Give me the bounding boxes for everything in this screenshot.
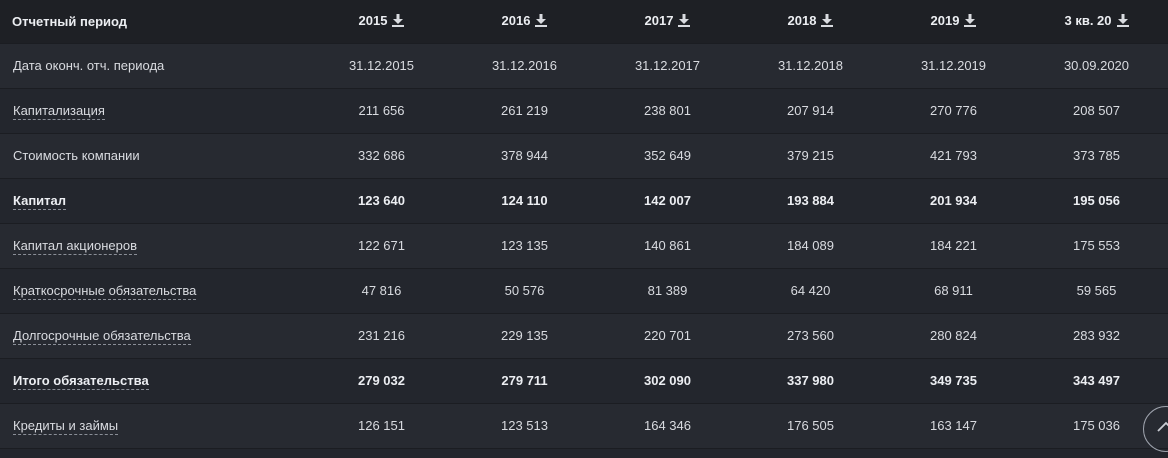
row-label[interactable]: Капитализация [0, 88, 310, 134]
table-cell: 343 497 [1025, 358, 1168, 404]
table-row: Капитализация 211 656 261 219 238 801 207 91… [0, 88, 1168, 134]
table-cell: 31.12.2017 [596, 43, 739, 89]
table-cell: 270 776 [882, 88, 1025, 134]
row-label-link[interactable]: Краткосрочные обязательства [13, 283, 197, 300]
table-cell: 47 816 [310, 268, 453, 314]
table-cell: 50 576 [453, 268, 596, 314]
header-q3-2020[interactable]: 3 кв. 20 [1025, 0, 1168, 44]
header-year-2019[interactable]: 2019 [882, 0, 1025, 44]
download-icon[interactable] [964, 13, 977, 30]
table-cell: 378 944 [453, 133, 596, 179]
table-cell: 184 221 [882, 223, 1025, 269]
table-header-row: Отчетный период 2015 2016 2017 2018 2019… [0, 0, 1168, 44]
table-row: Стоимость компании 332 686 378 944 352 649 3… [0, 133, 1168, 179]
table-cell: 124 110 [453, 178, 596, 224]
row-label[interactable]: Краткосрочные обязательства [0, 268, 310, 314]
table-cell: 261 219 [453, 88, 596, 134]
row-label-link[interactable]: Долгосрочные обязательства [13, 328, 191, 345]
table-cell: 280 824 [882, 313, 1025, 359]
table-cell: 31.12.2019 [882, 43, 1025, 89]
table-cell: 302 090 [596, 358, 739, 404]
table-cell: 231 216 [310, 313, 453, 359]
table-cell: 211 656 [310, 88, 453, 134]
table-row: Краткосрочные обязательства 47 816 50 576 8… [0, 268, 1168, 314]
table-cell: 279 032 [310, 358, 453, 404]
table-row: Дата оконч. отч. периода 31.12.2015 31.12.… [0, 43, 1168, 89]
download-icon[interactable] [678, 13, 691, 30]
table-cell: 283 932 [1025, 313, 1168, 359]
table-cell: 163 147 [882, 403, 1025, 449]
row-label-link[interactable]: Капитализация [13, 103, 105, 120]
table-cell: 373 785 [1025, 133, 1168, 179]
table-cell: 123 135 [453, 223, 596, 269]
table-cell: 184 089 [739, 223, 882, 269]
table-cell: 64 420 [739, 268, 882, 314]
table-row: Капитал акционеров 122 671 123 135 140 861 1… [0, 223, 1168, 269]
table-cell: 238 801 [596, 88, 739, 134]
table-cell: 273 560 [739, 313, 882, 359]
table-cell: 81 389 [596, 268, 739, 314]
table-cell: 176 505 [739, 403, 882, 449]
row-label-link[interactable]: Кредиты и займы [13, 418, 119, 435]
table-row: Итого обязательства 279 032 279 711 302 090… [0, 358, 1168, 404]
header-period-label: Отчетный период [0, 0, 310, 44]
row-label-link[interactable]: Итого обязательства [13, 373, 149, 390]
table-cell: 349 735 [882, 358, 1025, 404]
header-year-2018[interactable]: 2018 [739, 0, 882, 44]
table-cell: 175 553 [1025, 223, 1168, 269]
table-cell: 201 934 [882, 178, 1025, 224]
table-row: Кредиты и займы 126 151 123 513 164 346 176 … [0, 403, 1168, 449]
table-cell: 279 711 [453, 358, 596, 404]
header-year-2015[interactable]: 2015 [310, 0, 453, 44]
table-cell: 352 649 [596, 133, 739, 179]
table-cell: 220 701 [596, 313, 739, 359]
table-cell: 59 565 [1025, 268, 1168, 314]
table-cell: 140 861 [596, 223, 739, 269]
row-label: Стоимость компании [0, 133, 310, 179]
table-cell: 142 007 [596, 178, 739, 224]
table-cell: 31.12.2015 [310, 43, 453, 89]
table-cell: 337 980 [739, 358, 882, 404]
header-year-2016[interactable]: 2016 [453, 0, 596, 44]
download-icon[interactable] [821, 13, 834, 30]
table-cell: 31.12.2016 [453, 43, 596, 89]
table-cell: 421 793 [882, 133, 1025, 179]
table-cell: 379 215 [739, 133, 882, 179]
row-label[interactable]: Капитал [0, 178, 310, 224]
table-cell: 31.12.2018 [739, 43, 882, 89]
table-cell: 207 914 [739, 88, 882, 134]
table-cell: 68 911 [882, 268, 1025, 314]
table-cell: 30.09.2020 [1025, 43, 1168, 89]
table-cell: 123 640 [310, 178, 453, 224]
row-label[interactable]: Кредиты и займы [0, 403, 310, 449]
table-cell: 229 135 [453, 313, 596, 359]
download-icon[interactable] [1116, 13, 1129, 30]
download-icon[interactable] [392, 13, 405, 30]
table-cell: 164 346 [596, 403, 739, 449]
row-label[interactable]: Капитал акционеров [0, 223, 310, 269]
table-cell: 193 884 [739, 178, 882, 224]
table-cell: 122 671 [310, 223, 453, 269]
download-icon[interactable] [535, 13, 548, 30]
table-cell: 123 513 [453, 403, 596, 449]
table-row: Долгосрочные обязательства 231 216 229 135… [0, 313, 1168, 359]
table-cell: 195 056 [1025, 178, 1168, 224]
table-cell: 126 151 [310, 403, 453, 449]
row-label-text: Стоимость компании [13, 148, 140, 163]
row-label-text: Дата оконч. отч. периода [13, 58, 165, 73]
table-cell: 208 507 [1025, 88, 1168, 134]
row-label-link[interactable]: Капитал акционеров [13, 238, 137, 255]
table-cell: 332 686 [310, 133, 453, 179]
table-row: Капитал 123 640 124 110 142 007 193 884 201 9… [0, 178, 1168, 224]
row-label-link[interactable]: Капитал [13, 193, 67, 210]
row-label[interactable]: Долгосрочные обязательства [0, 313, 310, 359]
header-year-2017[interactable]: 2017 [596, 0, 739, 44]
row-label: Дата оконч. отч. периода [0, 43, 310, 89]
row-label[interactable]: Итого обязательства [0, 358, 310, 404]
